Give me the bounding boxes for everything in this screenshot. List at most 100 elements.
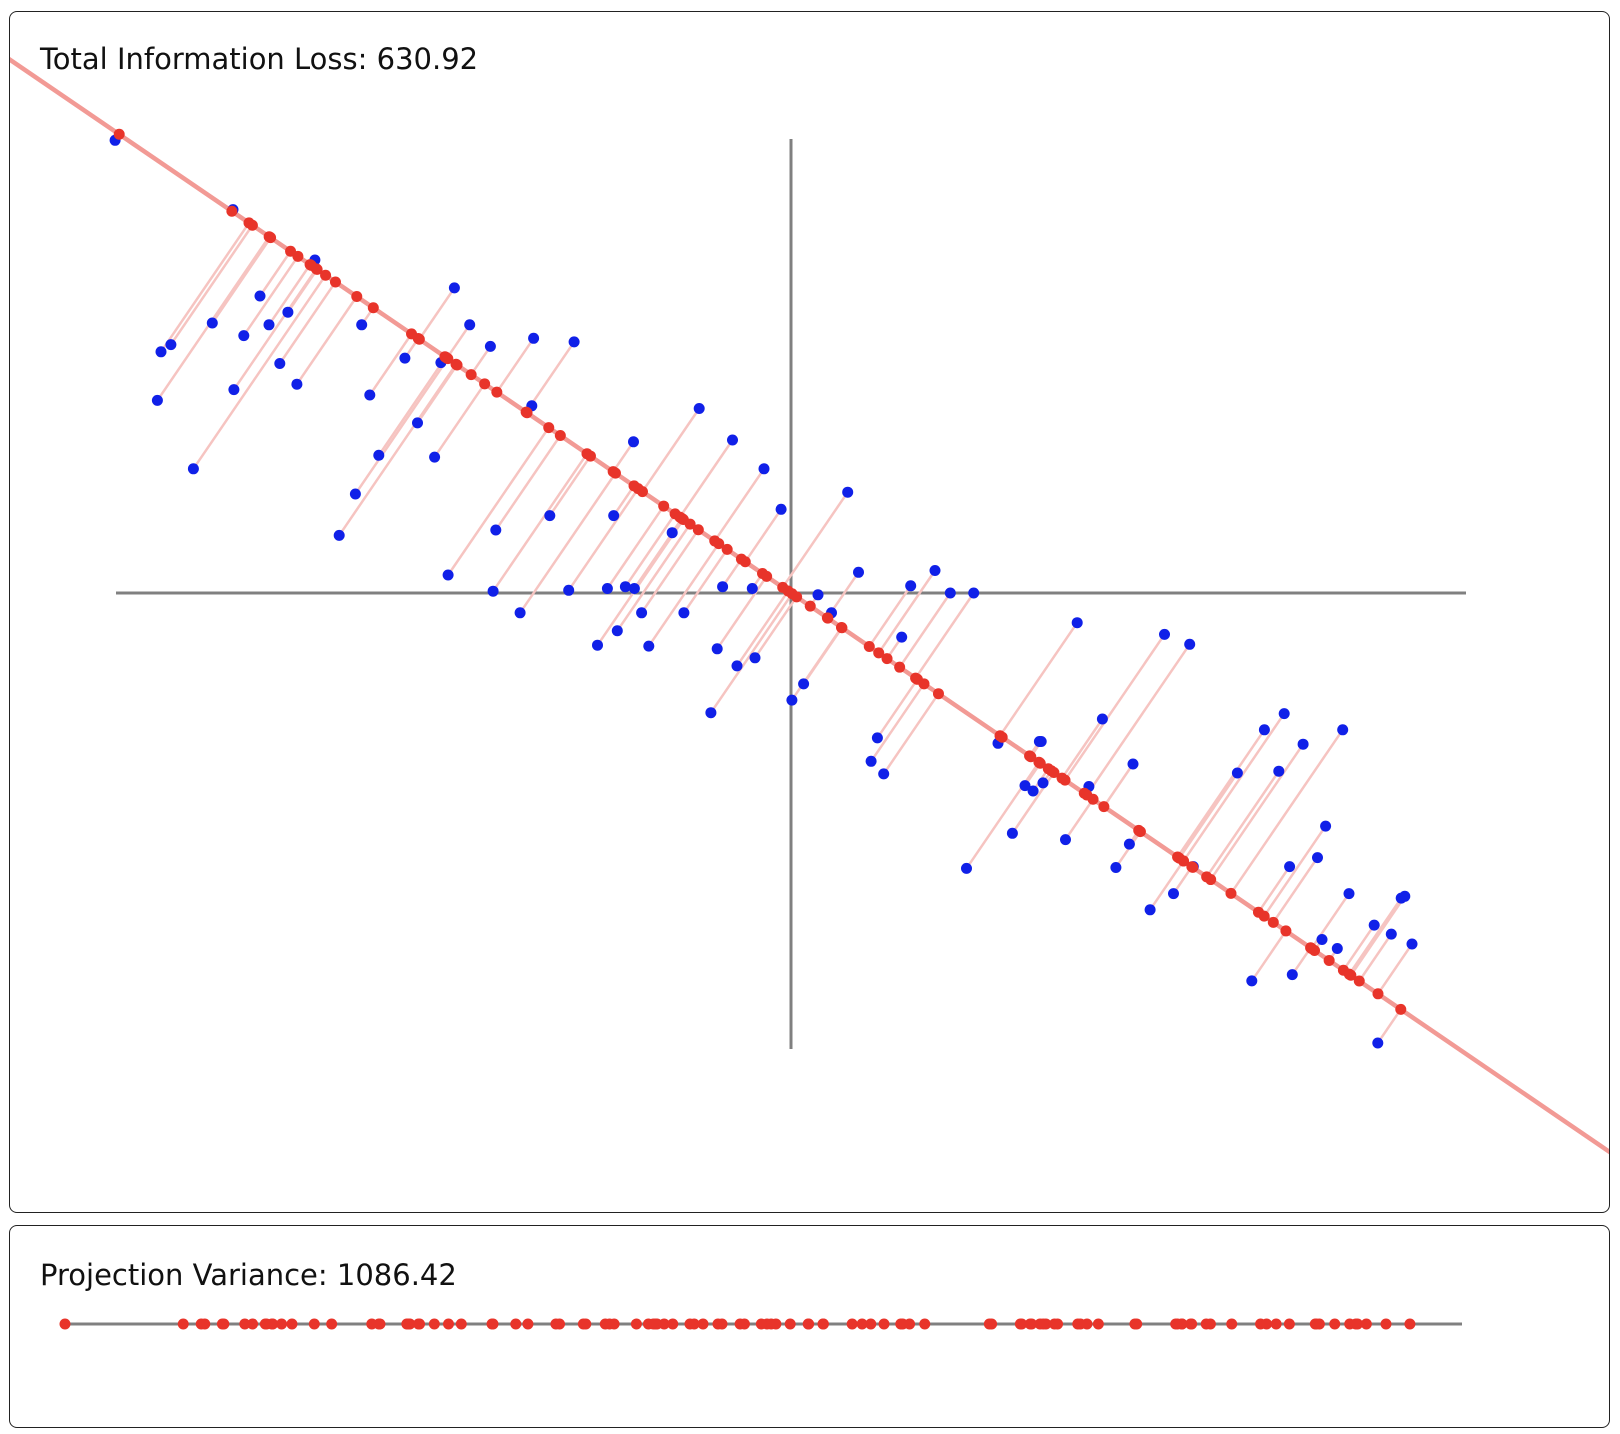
projected-point (320, 269, 332, 281)
total-information-loss: Total Information Loss: 630.92 (40, 42, 478, 76)
projected-point (721, 543, 733, 555)
projected-point (804, 600, 816, 612)
residual-line (612, 441, 635, 473)
data-point (490, 524, 502, 536)
projection-dot (247, 1318, 259, 1330)
projected-point (1134, 826, 1146, 838)
data-point (705, 707, 717, 719)
residual-line (1176, 729, 1266, 858)
projected-point (1225, 887, 1237, 899)
projection-dot (784, 1318, 796, 1330)
residual-line (211, 236, 272, 324)
residual-line (368, 333, 413, 396)
projection-dot (647, 1318, 659, 1330)
data-point (448, 282, 460, 294)
data-point (263, 319, 275, 331)
projected-point (1258, 910, 1270, 922)
projected-point (863, 640, 875, 652)
data-point (206, 317, 218, 329)
projected-point (1395, 1003, 1407, 1015)
residual-line (914, 592, 975, 679)
residual-line (713, 468, 766, 542)
projected-point (329, 276, 341, 288)
residual-line (678, 439, 734, 518)
residual-line (1263, 825, 1327, 917)
data-point (786, 694, 798, 706)
data-point (871, 732, 883, 744)
residual-line (1209, 743, 1305, 881)
residual-line (169, 224, 254, 346)
projection-dot (856, 1318, 868, 1330)
projection-dot (412, 1318, 424, 1330)
residual-line (1272, 856, 1319, 924)
residual-line (1178, 772, 1239, 859)
projection-dot (1261, 1318, 1273, 1330)
data-point (442, 569, 454, 581)
residual-line (377, 356, 447, 457)
projection-dot (878, 1318, 890, 1330)
data-point (514, 607, 526, 619)
data-point (1035, 736, 1047, 747)
projected-point (791, 591, 803, 603)
residual-line (338, 363, 458, 537)
data-point (487, 585, 499, 597)
data-point (1127, 758, 1139, 770)
data-point (1071, 617, 1083, 629)
projected-point (479, 378, 491, 390)
residual-line (802, 627, 843, 685)
data-point (1316, 934, 1328, 945)
residual-line (1250, 930, 1287, 982)
projection-dot (1360, 1318, 1372, 1330)
projection-dot (1310, 1318, 1322, 1330)
data-point (1123, 838, 1135, 850)
residual-line (744, 508, 783, 563)
data-point (1312, 852, 1323, 864)
data-point (291, 378, 303, 390)
data-point (711, 643, 723, 655)
projected-point (1353, 975, 1365, 987)
residual-line (882, 692, 940, 775)
data-point (399, 352, 411, 364)
projected-point (263, 231, 275, 243)
data-point (731, 660, 743, 672)
projection-dot (983, 1318, 995, 1330)
projection-dot (404, 1318, 416, 1330)
residual-line (470, 345, 492, 376)
data-point (865, 755, 877, 767)
projection-dot (510, 1318, 522, 1330)
residual-line (1114, 830, 1142, 869)
projection-dot (1186, 1318, 1198, 1330)
projection-dots (59, 1318, 1416, 1330)
projection-dot (802, 1318, 814, 1330)
scatter-projection-chart[interactable] (10, 12, 1610, 1213)
residual-line (447, 426, 550, 576)
projection-dot (770, 1318, 782, 1330)
data-point (842, 486, 854, 498)
projected-point (1345, 969, 1357, 981)
residual-line (868, 585, 912, 648)
residual-line (606, 505, 665, 590)
projected-point (1081, 789, 1093, 801)
projected-point (836, 622, 848, 634)
residual-line (418, 287, 456, 340)
residual-line (1376, 1008, 1402, 1044)
data-point (611, 625, 623, 637)
data-point (1027, 785, 1039, 797)
total-information-loss-value: 630.92 (376, 42, 479, 76)
residual-line (870, 683, 926, 763)
projection-dot (1092, 1318, 1104, 1330)
residual-line (616, 523, 692, 632)
residual-line (354, 357, 449, 495)
residual-line (548, 455, 592, 517)
data-points (109, 134, 1418, 1049)
data-point (1399, 890, 1411, 902)
data-point (727, 434, 738, 446)
projected-point (285, 245, 297, 257)
projection-dot (716, 1318, 728, 1330)
data-point (1406, 938, 1418, 950)
residual-line (525, 341, 576, 413)
projected-point (1372, 988, 1384, 1000)
residual-line (709, 593, 794, 714)
projected-point (1205, 874, 1217, 886)
projected-point (1306, 942, 1318, 954)
